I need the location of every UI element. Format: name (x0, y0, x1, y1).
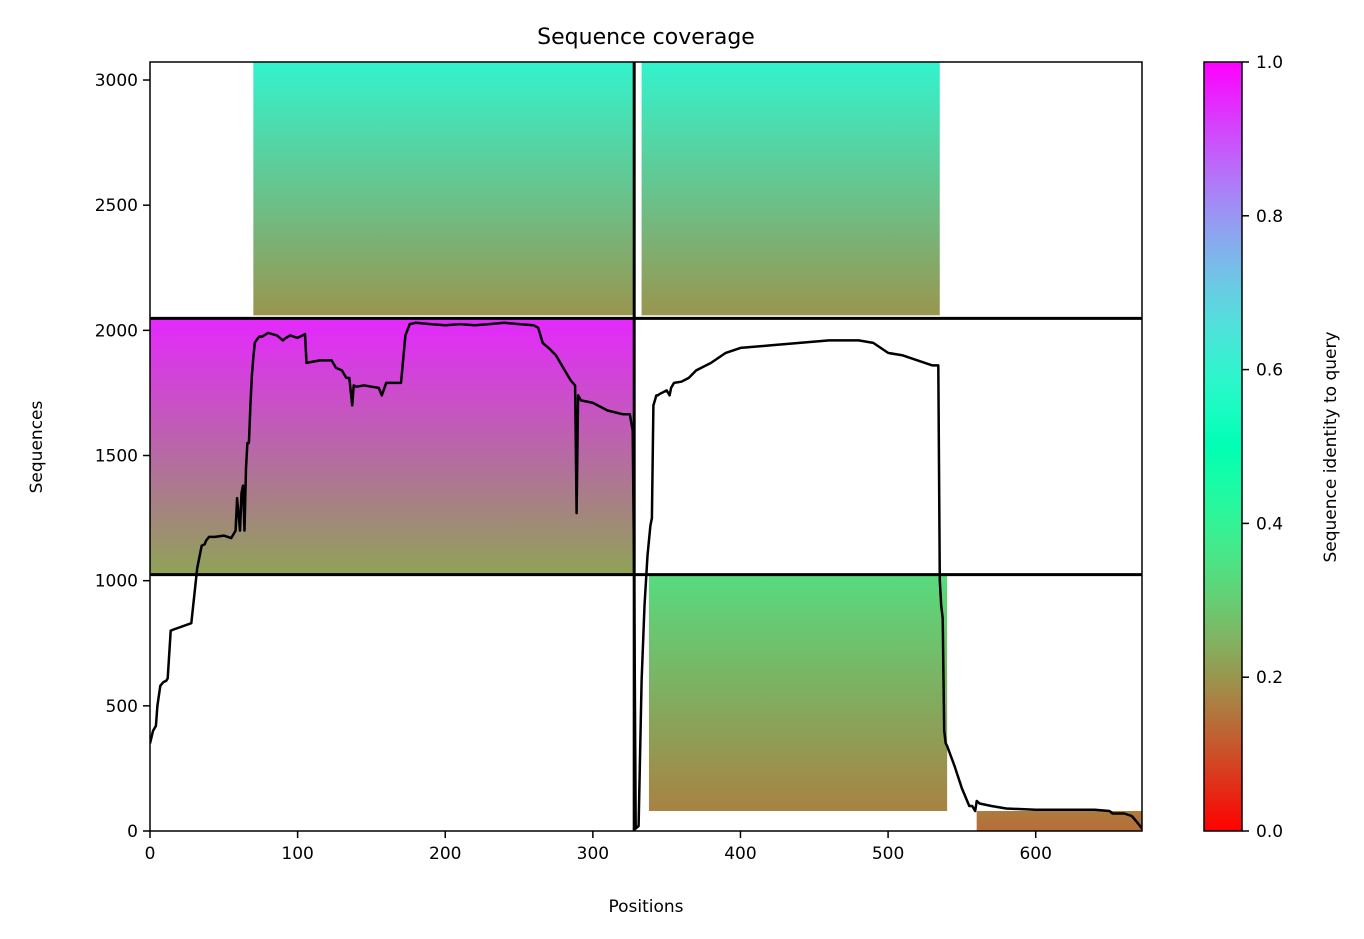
y-tick-label: 500 (106, 697, 138, 717)
x-tick-label: 100 (281, 844, 313, 864)
colorbar-tick-label: 0.8 (1256, 207, 1283, 227)
coverage-block (648, 575, 948, 811)
y-tick-label: 1500 (95, 447, 138, 467)
colorbar-frame (1203, 61, 1243, 832)
colorbar-label: Sequence identity to query (1321, 331, 1341, 562)
coverage-block (150, 318, 635, 575)
coverage-block (253, 62, 635, 316)
y-tick-label: 2500 (95, 196, 138, 216)
y-tick-label: 2000 (95, 321, 138, 341)
colorbar-tick-label: 0.0 (1256, 822, 1283, 842)
chart-title: Sequence coverage (537, 25, 755, 50)
x-tick-label: 500 (872, 844, 904, 864)
colorbar-tick-label: 0.4 (1256, 514, 1283, 534)
colorbar-tick-label: 0.2 (1256, 668, 1283, 688)
x-axis-label: Positions (608, 897, 683, 917)
colorbar-tick-label: 1.0 (1256, 53, 1283, 73)
y-tick-label: 3000 (95, 71, 138, 91)
x-tick-label: 300 (577, 844, 609, 864)
colorbar: 0.0 0.2 0.4 0.6 0.8 1.0 Sequence identity to … (1203, 53, 1341, 842)
colorbar-fill (1204, 62, 1242, 831)
coverage-line (150, 321, 1142, 830)
plot-area (150, 62, 1142, 831)
x-tick-label: 0 (145, 844, 156, 864)
plot-frame (149, 61, 1143, 832)
y-tick-label: 0 (127, 822, 138, 842)
colorbar-tick-label: 0.6 (1256, 361, 1283, 381)
x-tick-label: 200 (429, 844, 461, 864)
x-tick-label: 400 (724, 844, 756, 864)
coverage-block (976, 810, 1142, 831)
coverage-block (641, 62, 940, 316)
y-tick-label: 1000 (95, 572, 138, 592)
y-axis-label: Sequences (27, 401, 47, 494)
x-tick-label: 600 (1019, 844, 1051, 864)
